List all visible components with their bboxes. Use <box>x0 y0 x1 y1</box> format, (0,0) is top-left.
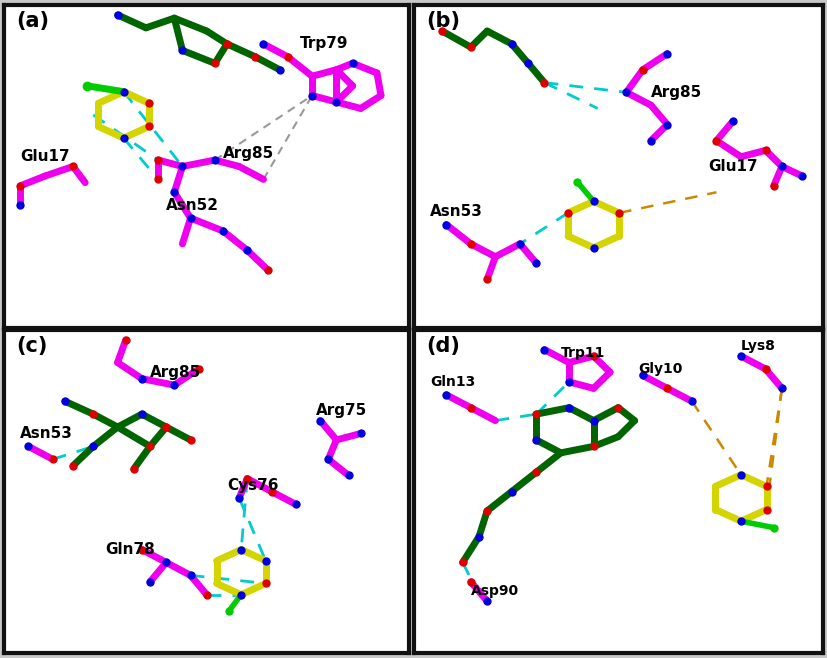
Text: Trp79: Trp79 <box>300 36 348 51</box>
Text: (a): (a) <box>17 11 50 32</box>
Text: Gln13: Gln13 <box>430 375 476 389</box>
Text: Lys8: Lys8 <box>741 340 776 353</box>
Text: Arg85: Arg85 <box>223 146 275 161</box>
Text: Glu17: Glu17 <box>708 159 758 174</box>
Text: Gly10: Gly10 <box>638 362 683 376</box>
Text: Cys76: Cys76 <box>227 478 279 493</box>
Text: Gln78: Gln78 <box>106 542 155 557</box>
Text: Glu17: Glu17 <box>21 149 70 164</box>
Text: Arg75: Arg75 <box>316 403 367 418</box>
Text: (d): (d) <box>426 336 460 357</box>
Text: Asn53: Asn53 <box>430 204 483 219</box>
Text: Asn53: Asn53 <box>21 426 74 441</box>
Text: Trp11: Trp11 <box>561 346 605 360</box>
Text: (b): (b) <box>426 11 460 32</box>
Text: (c): (c) <box>17 336 48 357</box>
Text: Arg85: Arg85 <box>651 85 702 100</box>
Text: Arg85: Arg85 <box>150 365 201 380</box>
Text: Asp90: Asp90 <box>471 584 519 599</box>
Text: Asn52: Asn52 <box>166 197 219 213</box>
